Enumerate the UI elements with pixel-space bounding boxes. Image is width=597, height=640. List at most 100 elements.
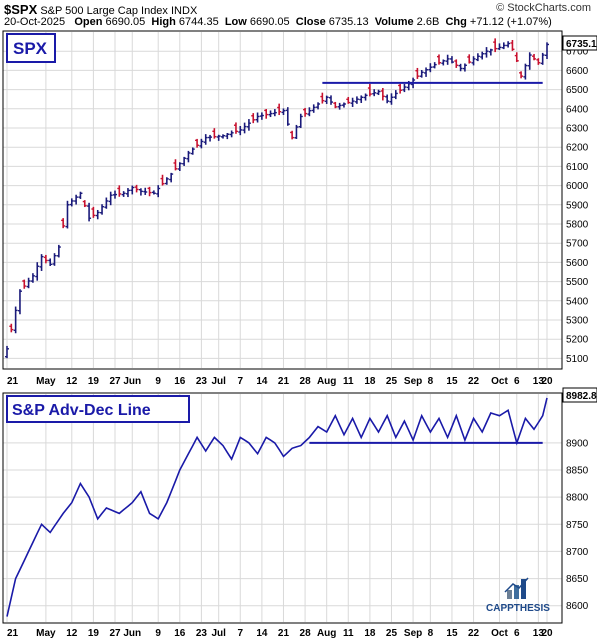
x-tick-label: Aug bbox=[317, 376, 336, 387]
ohlc-bar bbox=[337, 102, 342, 110]
x-tick-label: 7 bbox=[237, 628, 243, 639]
y-tick-label: 5100 bbox=[566, 354, 589, 365]
y-tick-label: 5300 bbox=[566, 316, 589, 327]
low-value: 6690.05 bbox=[249, 16, 290, 28]
ticker-symbol: $SPX bbox=[4, 2, 38, 17]
spx-grid bbox=[3, 32, 562, 368]
ohlc-bar bbox=[536, 58, 541, 65]
ohlc-bar bbox=[380, 87, 385, 101]
x-tick-label: Sep bbox=[404, 628, 422, 639]
y-tick-label: 8700 bbox=[566, 547, 589, 558]
ohlc-bar bbox=[393, 90, 398, 100]
ohlc-bar bbox=[493, 38, 498, 53]
x-tick-label: 22 bbox=[468, 628, 480, 639]
ohlc-bar bbox=[514, 52, 519, 62]
ohlc-bar bbox=[281, 108, 286, 115]
ohlc-bar bbox=[441, 59, 446, 66]
ohlc-bar bbox=[385, 94, 390, 104]
x-tick-label: 21 bbox=[7, 376, 19, 387]
x-tick-label: 19 bbox=[88, 628, 100, 639]
y-tick-label: 8900 bbox=[566, 438, 589, 449]
volume-label: Volume bbox=[374, 16, 414, 28]
x-tick-label: 21 bbox=[278, 376, 290, 387]
stockcharts-credit[interactable]: © StockCharts.com bbox=[496, 2, 591, 14]
x-tick-label: Jun bbox=[123, 376, 141, 387]
chg-label: Chg bbox=[445, 16, 467, 28]
y-tick-label: 8600 bbox=[566, 601, 589, 612]
ohlc-bar bbox=[333, 101, 338, 109]
ohlc-bar bbox=[259, 112, 264, 120]
spx-panel-border bbox=[2, 30, 563, 370]
ohlc-bar bbox=[190, 147, 195, 155]
chart-header-line2: 20-Oct-2025 Open 6690.05 High 6744.35 Lo… bbox=[4, 16, 552, 28]
ohlc-bar bbox=[138, 188, 143, 196]
ohlc-bar bbox=[233, 122, 238, 134]
ohlc-bar bbox=[471, 56, 476, 66]
ohlc-bar bbox=[160, 174, 165, 186]
ohlc-bar bbox=[290, 130, 295, 140]
x-tick-label: 20 bbox=[541, 628, 553, 639]
ohlc-bar bbox=[363, 93, 368, 101]
ohlc-bar bbox=[39, 254, 44, 271]
ohlc-bar bbox=[346, 96, 351, 104]
y-tick-label: 6500 bbox=[566, 85, 589, 96]
y-tick-label: 6600 bbox=[566, 66, 589, 77]
ohlc-bar bbox=[164, 177, 169, 185]
ohlc-bar bbox=[497, 43, 502, 50]
ohlc-bar bbox=[246, 119, 251, 131]
close-label: Close bbox=[295, 16, 326, 28]
y-tick-label: 8750 bbox=[566, 520, 589, 531]
ohlc-bar bbox=[143, 187, 148, 195]
ohlc-bar bbox=[445, 54, 450, 65]
ohlc-bar bbox=[523, 63, 528, 80]
ohlc-bar bbox=[5, 345, 9, 359]
x-tick-label: Jul bbox=[211, 628, 226, 639]
ohlc-bar bbox=[307, 107, 312, 117]
ohlc-bar bbox=[437, 54, 441, 65]
x-tick-label: 23 bbox=[196, 628, 208, 639]
instrument-name: S&P 500 Large Cap Index bbox=[40, 5, 168, 17]
adl-last-value-marker: 8982.8 bbox=[562, 387, 597, 403]
ohlc-bar bbox=[462, 63, 467, 72]
x-tick-label: Oct bbox=[491, 628, 508, 639]
ohlc-bar bbox=[48, 258, 53, 266]
volume-value: 2.6B bbox=[416, 16, 440, 28]
x-tick-label: 11 bbox=[343, 628, 354, 639]
ohlc-bar bbox=[229, 130, 234, 138]
ohlc-bar bbox=[298, 113, 303, 128]
y-tick-label: 6100 bbox=[566, 162, 589, 173]
ohlc-bar bbox=[26, 277, 31, 289]
ohlc-bar bbox=[398, 83, 403, 94]
x-tick-label: 22 bbox=[468, 376, 480, 387]
close-value: 6735.13 bbox=[328, 16, 369, 28]
ohlc-bar bbox=[303, 107, 308, 117]
x-tick-label: 12 bbox=[66, 628, 78, 639]
bar-chart-logo-icon bbox=[504, 577, 529, 599]
x-tick-label: 16 bbox=[174, 628, 186, 639]
ohlc-bar bbox=[87, 202, 92, 222]
y-tick-label: 6200 bbox=[566, 143, 589, 154]
ohlc-bar bbox=[203, 134, 208, 145]
ohlc-bar bbox=[480, 51, 485, 60]
ohlc-bar bbox=[255, 112, 260, 123]
adl-grid bbox=[3, 394, 562, 622]
spx-title: SPX bbox=[13, 39, 48, 58]
ohlc-bar bbox=[454, 59, 459, 68]
ohlc-bar bbox=[91, 206, 96, 218]
ohlc-bar bbox=[519, 71, 524, 79]
adl-last-value: 8982.8 bbox=[566, 391, 597, 402]
ohlc-bar bbox=[130, 185, 135, 195]
y-tick-label: 5700 bbox=[566, 239, 589, 250]
spx-price-bars bbox=[5, 38, 549, 359]
spx-x-axis: 21 May 12 19 27 Jun 9 16 23 Jul 7 14 21 28 Aug 11 18 25 Se… bbox=[7, 376, 553, 387]
ohlc-bar bbox=[372, 89, 377, 97]
x-tick-label: 19 bbox=[88, 376, 100, 387]
ohlc-bar bbox=[320, 92, 325, 104]
y-tick-label: 6000 bbox=[566, 181, 589, 192]
ohlc-bar bbox=[108, 191, 113, 206]
ohlc-bar bbox=[125, 188, 130, 198]
ohlc-bar bbox=[277, 103, 282, 116]
y-tick-label: 8800 bbox=[566, 493, 589, 504]
ohlc-bar bbox=[173, 159, 178, 171]
